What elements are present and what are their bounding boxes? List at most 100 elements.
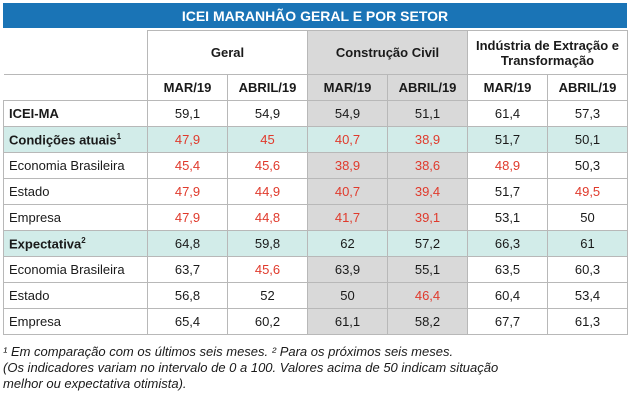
value-cell: 52 [227, 282, 308, 309]
row-label: Economia Brasileira [3, 256, 148, 283]
row-label-text: Economia Brasileira [9, 158, 125, 173]
row-label: Economia Brasileira [3, 152, 148, 179]
table-row: Estado 47,9 44,9 40,7 39,4 51,7 49,5 [3, 178, 629, 205]
value-cell: 40,7 [307, 126, 388, 153]
value-cell: 45,6 [227, 256, 308, 283]
value-cell: 63,9 [307, 256, 388, 283]
value-cell: 47,9 [147, 178, 228, 205]
value-cell: 64,8 [147, 230, 228, 257]
row-label-text: ICEI-MA [9, 106, 59, 121]
value-cell: 50 [547, 204, 629, 231]
value-cell: 48,9 [467, 152, 549, 179]
value-cell: 60,4 [467, 282, 549, 309]
value-cell: 51,1 [386, 100, 469, 127]
row-label-text: Expectativa [9, 236, 82, 252]
table-row: Empresa 47,9 44,8 41,7 39,1 53,1 50 [3, 204, 629, 231]
row-label: Empresa [3, 204, 148, 231]
value-cell: 39,1 [386, 204, 469, 231]
value-cell: 47,9 [147, 204, 228, 231]
row-label: Expectativa2 [3, 230, 148, 257]
row-label-text: Condições atuais [9, 132, 117, 148]
value-cell: 40,7 [307, 178, 388, 205]
value-cell: 61,3 [547, 308, 629, 335]
value-cell: 60,3 [547, 256, 629, 283]
period-header: ABRIL/19 [227, 74, 308, 101]
value-cell: 57,2 [386, 230, 469, 257]
footnote-line: ¹ Em comparação com os últimos seis mese… [3, 344, 454, 359]
footnote-line: (Os indicadores variam no intervalo de 0… [3, 360, 499, 375]
table-row: Expectativa2 64,8 59,8 62 57,2 66,3 61 [3, 230, 629, 257]
value-cell: 62 [307, 230, 388, 257]
value-cell: 55,1 [386, 256, 469, 283]
value-cell: 63,7 [147, 256, 228, 283]
value-cell: 44,9 [227, 178, 308, 205]
period-header: ABRIL/19 [386, 74, 469, 101]
group-header-industria: Indústria de Extração e Transformação [467, 30, 629, 75]
row-label: Condições atuais1 [3, 126, 148, 153]
table-row: Economia Brasileira 63,7 45,6 63,9 55,1 63,5 6… [3, 256, 629, 283]
value-cell: 57,3 [547, 100, 629, 127]
value-cell: 39,4 [386, 178, 469, 205]
value-cell: 61,4 [467, 100, 549, 127]
table-title: ICEI MARANHÃO GERAL E POR SETOR [3, 3, 627, 28]
header-blank-cell [3, 74, 148, 101]
table-row: Economia Brasileira 45,4 45,6 38,9 38,6 48,9 5… [3, 152, 629, 179]
row-label-text: Empresa [9, 314, 62, 329]
table-row: Empresa 65,4 60,2 61,1 58,2 67,7 61,3 [3, 308, 629, 335]
value-cell: 45 [227, 126, 308, 153]
period-header-row: MAR/19 ABRIL/19 MAR/19 ABRIL/19 MAR/19 A… [3, 74, 629, 101]
value-cell: 45,4 [147, 152, 228, 179]
table-row: Estado 56,8 52 50 46,4 60,4 53,4 [3, 282, 629, 309]
row-label: Estado [3, 282, 148, 309]
value-cell: 45,6 [227, 152, 308, 179]
value-cell: 46,4 [386, 282, 469, 309]
period-header: ABRIL/19 [547, 74, 629, 101]
value-cell: 59,1 [147, 100, 228, 127]
group-header-geral: Geral [147, 30, 308, 75]
row-label: Estado [3, 178, 148, 205]
value-cell: 38,9 [386, 126, 469, 153]
value-cell: 63,5 [467, 256, 549, 283]
row-label-text: Estado [9, 184, 50, 199]
value-cell: 54,9 [227, 100, 308, 127]
value-cell: 56,8 [147, 282, 228, 309]
value-cell: 50,3 [547, 152, 629, 179]
table-row: ICEI-MA 59,1 54,9 54,9 51,1 61,4 57,3 [3, 100, 629, 127]
header-blank-cell [3, 30, 148, 75]
value-cell: 38,6 [386, 152, 469, 179]
value-cell: 49,5 [547, 178, 629, 205]
value-cell: 47,9 [147, 126, 228, 153]
footnote-marker: 2 [81, 235, 86, 245]
row-label-text: Economia Brasileira [9, 262, 125, 277]
group-header-construcao: Construção Civil [306, 30, 469, 75]
value-cell: 53,4 [547, 282, 629, 309]
footnote-marker: 1 [116, 131, 122, 141]
value-cell: 60,2 [227, 308, 308, 335]
value-cell: 51,7 [467, 126, 549, 153]
value-cell: 58,2 [386, 308, 469, 335]
value-cell: 61 [547, 230, 629, 257]
value-cell: 66,3 [467, 230, 549, 257]
value-cell: 41,7 [307, 204, 388, 231]
period-header: MAR/19 [467, 74, 549, 101]
value-cell: 67,7 [467, 308, 549, 335]
value-cell: 53,1 [467, 204, 549, 231]
group-header-row: Geral Construção Civil Indústria de Extr… [3, 30, 629, 75]
value-cell: 61,1 [307, 308, 388, 335]
value-cell: 51,7 [467, 178, 549, 205]
value-cell: 44,8 [227, 204, 308, 231]
period-header: MAR/19 [147, 74, 228, 101]
table-row: Condições atuais1 47,9 45 40,7 38,9 51,7 50,1 [3, 126, 629, 153]
value-cell: 50 [307, 282, 388, 309]
row-label-text: Empresa [9, 210, 62, 225]
value-cell: 59,8 [227, 230, 308, 257]
footnote-line: melhor ou expectativa otimista). [3, 376, 187, 391]
period-header: MAR/19 [307, 74, 388, 101]
value-cell: 65,4 [147, 308, 228, 335]
row-label: Empresa [3, 308, 148, 335]
value-cell: 50,1 [547, 126, 629, 153]
row-label-text: Estado [9, 288, 50, 303]
icei-table: Geral Construção Civil Indústria de Extr… [3, 30, 629, 335]
row-label: ICEI-MA [3, 100, 148, 127]
value-cell: 54,9 [307, 100, 388, 127]
